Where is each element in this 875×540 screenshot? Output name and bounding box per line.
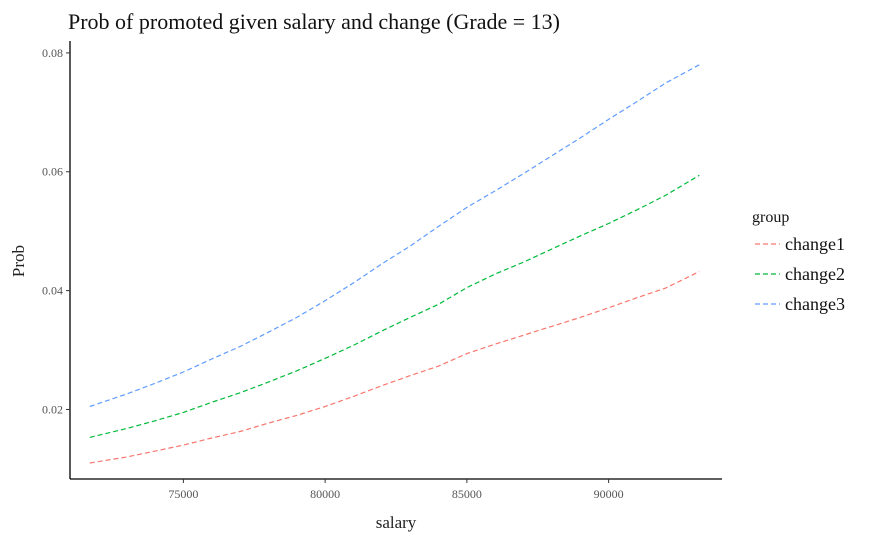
x-tick-label: 90000 [594,487,624,501]
legend-label-change3: change3 [785,294,845,314]
series-line-change2 [89,174,700,438]
x-tick-label: 80000 [310,487,340,501]
series-line-change3 [89,64,700,408]
y-tick-label: 0.04 [42,284,63,298]
legend: group change1 change2 change3 [752,209,845,314]
series-line-change1 [89,271,700,464]
x-tick-label: 85000 [452,487,482,501]
y-axis-ticks: 0.02 0.04 0.06 0.08 [42,46,70,416]
series-layer [89,64,700,464]
plot-area: 0.02 0.04 0.06 0.08 75000 80000 85000 90000 [42,41,722,501]
y-axis-title: Prob [9,245,28,277]
chart-title: Prob of promoted given salary and change… [68,9,560,34]
legend-items: change1 change2 change3 [755,234,845,314]
legend-title: group [752,209,789,226]
legend-label-change1: change1 [785,234,845,254]
y-tick-label: 0.08 [42,46,63,60]
x-axis-title: salary [376,513,417,532]
legend-label-change2: change2 [785,264,845,284]
x-axis-ticks: 75000 80000 85000 90000 [168,479,624,501]
y-tick-label: 0.02 [42,402,63,416]
x-tick-label: 75000 [168,487,198,501]
y-tick-label: 0.06 [42,165,63,179]
